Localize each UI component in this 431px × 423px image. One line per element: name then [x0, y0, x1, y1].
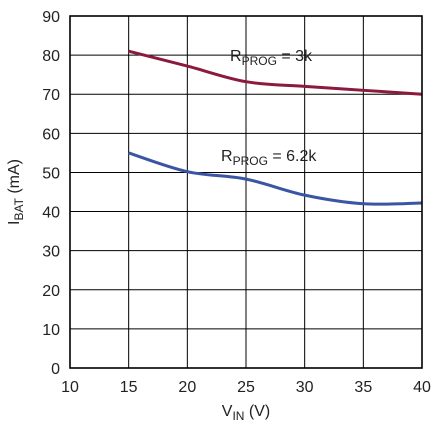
y-axis-label: IBAT (mA): [6, 159, 26, 225]
x-axis-label-main: V: [222, 403, 233, 420]
x-tick-label: 15: [120, 379, 138, 396]
y-tick-label: 70: [42, 87, 60, 104]
x-tick-label: 10: [61, 379, 79, 396]
x-axis-label: VIN (V): [222, 403, 270, 423]
y-tick-label: 0: [51, 361, 60, 378]
series-label-3k: RPROG = 3k: [230, 48, 313, 68]
series-group: [128, 49, 423, 206]
x-tick-label: 30: [296, 379, 314, 396]
series-label-3k-sub: PROG: [242, 54, 277, 68]
series-label-3k-main: R: [230, 48, 242, 65]
y-axis-label-sub: BAT: [12, 197, 26, 220]
y-tick-label: 30: [42, 244, 60, 261]
x-axis-label-unit: (V): [244, 403, 270, 420]
series-label-6p2k-rest: = 6.2k: [268, 148, 317, 165]
x-tick-labels: 10 15 20 25 30 35 40: [61, 379, 431, 396]
y-tick-label: 60: [42, 126, 60, 143]
y-tick-label: 40: [42, 205, 60, 222]
y-axis-label-main: I: [6, 221, 23, 225]
x-tick-label: 20: [178, 379, 196, 396]
series-label-6p2k: RPROG = 6.2k: [221, 148, 317, 168]
y-axis-label-unit: (mA): [6, 159, 23, 198]
x-tick-label: 40: [413, 379, 431, 396]
series-label-3k-rest: = 3k: [277, 48, 313, 65]
y-tick-label: 50: [42, 165, 60, 182]
x-tick-label: 35: [354, 379, 372, 396]
y-tick-label: 20: [42, 283, 60, 300]
plot-frame: [69, 15, 423, 369]
series-line-0: [128, 49, 423, 96]
y-tick-label: 80: [42, 48, 60, 65]
x-tick-label: 25: [237, 379, 255, 396]
x-axis-label-sub: IN: [232, 409, 244, 423]
y-tick-label: 90: [42, 9, 60, 26]
series-line-1: [128, 151, 423, 206]
series-label-6p2k-main: R: [221, 148, 233, 165]
series-label-6p2k-sub: PROG: [233, 154, 268, 168]
y-tick-label: 10: [42, 322, 60, 339]
y-tick-labels: 0 10 20 30 40 50 60 70 80 90: [42, 9, 60, 378]
